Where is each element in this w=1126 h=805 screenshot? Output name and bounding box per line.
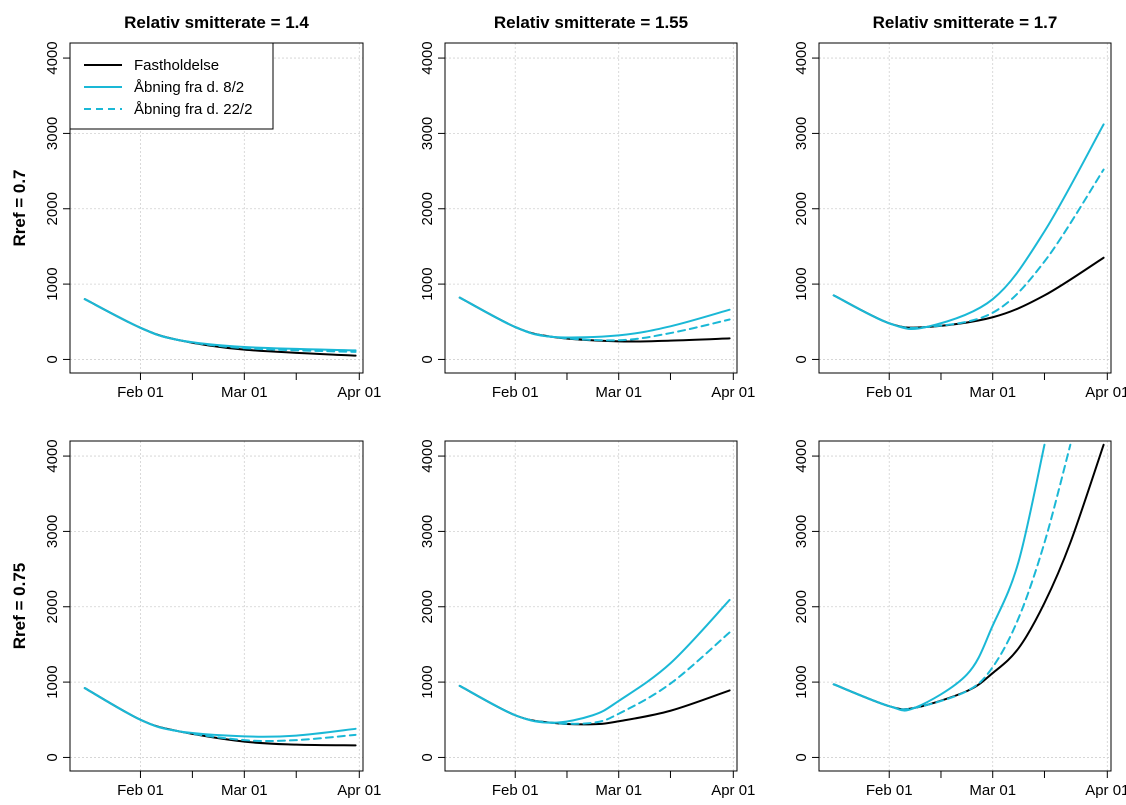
y-tick-label: 0 [793,355,810,363]
x-tick-label: Feb 01 [866,782,913,799]
y-tick-label: 4000 [44,439,61,472]
y-tick-label: 2000 [44,192,61,225]
y-tick-label: 4000 [419,41,436,74]
panel-3: 0 1000 2000 3000 4000 Feb 01 Mar 01 Apr 01 Relat… [793,13,1126,401]
x-tick-label: Apr 01 [711,782,755,799]
x-tick-label: Apr 01 [337,384,381,401]
y-tick-label: 1000 [793,665,810,698]
series-group [832,123,1105,331]
panel-6: 0 1000 2000 3000 4000 Feb 01 Mar 01 Apr 01 [793,439,1126,799]
series-line-opening-8-2 [832,123,1105,331]
y-tick-label: 0 [419,355,436,363]
y-tick-label: 3000 [793,515,810,548]
plot-frame [444,42,738,374]
series-line-fastholdelse [832,443,1105,711]
row-label: Rref = 0.75 [10,563,29,649]
series-line-opening-22-2 [832,443,1072,711]
x-tick-label: Feb 01 [117,782,164,799]
y-tick-label: 1000 [44,267,61,300]
series-group [458,296,731,343]
y-tick-label: 0 [419,753,436,761]
x-tick-label: Mar 01 [595,384,642,401]
x-tick-label: Feb 01 [866,384,913,401]
y-tick-label: 3000 [419,117,436,150]
y-tick-label: 1000 [419,665,436,698]
series-group [832,443,1105,712]
x-tick-label: Feb 01 [117,384,164,401]
y-tick-label: 2000 [419,192,436,225]
y-tick-label: 4000 [419,439,436,472]
y-tick-label: 4000 [793,41,810,74]
panel-5: 0 1000 2000 3000 4000 Feb 01 Mar 01 Apr 01 [419,439,755,799]
y-tick-label: 1000 [793,267,810,300]
y-tick-label: 2000 [419,590,436,623]
x-tick-label: Mar 01 [969,384,1016,401]
panel-2: 0 1000 2000 3000 4000 Feb 01 Mar 01 Apr 01 Relat… [419,13,755,401]
y-tick-label: 3000 [44,117,61,150]
y-tick-label: 1000 [419,267,436,300]
legend-label: Åbning fra d. 22/2 [134,101,252,118]
y-tick-label: 4000 [793,439,810,472]
series-line-opening-22-2 [458,631,731,725]
x-tick-label: Mar 01 [969,782,1016,799]
y-tick-label: 2000 [44,590,61,623]
y-tick-label: 3000 [44,515,61,548]
y-tick-label: 2000 [793,590,810,623]
plot-frame [69,440,364,772]
x-tick-label: Mar 01 [595,782,642,799]
y-tick-label: 0 [44,355,61,363]
series-line-opening-22-2 [83,687,357,743]
y-tick-label: 1000 [44,665,61,698]
legend-label: Åbning fra d. 8/2 [134,79,244,96]
y-tick-label: 3000 [419,515,436,548]
x-tick-label: Mar 01 [221,384,268,401]
series-line-opening-8-2 [83,298,357,352]
panel-title: Relativ smitterate = 1.7 [873,13,1058,32]
y-tick-label: 4000 [44,41,61,74]
y-tick-label: 2000 [793,192,810,225]
plot-frame [818,42,1112,374]
x-tick-label: Apr 01 [1085,782,1126,799]
series-line-opening-22-2 [832,168,1105,330]
x-tick-label: Mar 01 [221,782,268,799]
x-tick-label: Apr 01 [1085,384,1126,401]
series-group [83,298,357,357]
panel-4: 0 1000 2000 3000 4000 Feb 01 Mar 01 Apr 01 Rref … [10,439,381,799]
plot-frame [444,440,738,772]
series-group [458,598,731,726]
series-line-opening-8-2 [832,443,1046,712]
legend: Fastholdelse Åbning fra d. 8/2 Åbning fra … [69,42,274,130]
plot-frame [818,440,1112,772]
series-group [83,687,357,747]
x-tick-label: Apr 01 [337,782,381,799]
series-line-opening-22-2 [458,296,731,342]
y-tick-label: 0 [793,753,810,761]
y-tick-label: 0 [44,753,61,761]
x-tick-label: Feb 01 [492,782,539,799]
panel-title: Relativ smitterate = 1.55 [494,13,688,32]
series-line-opening-22-2 [83,298,357,353]
legend-label: Fastholdelse [134,57,219,74]
row-label: Rref = 0.7 [10,169,29,246]
x-tick-label: Apr 01 [711,384,755,401]
panel-title: Relativ smitterate = 1.4 [124,13,309,32]
series-line-opening-8-2 [458,296,731,339]
y-tick-label: 3000 [793,117,810,150]
series-line-fastholdelse [83,298,357,357]
series-line-fastholdelse [458,684,731,726]
x-tick-label: Feb 01 [492,384,539,401]
